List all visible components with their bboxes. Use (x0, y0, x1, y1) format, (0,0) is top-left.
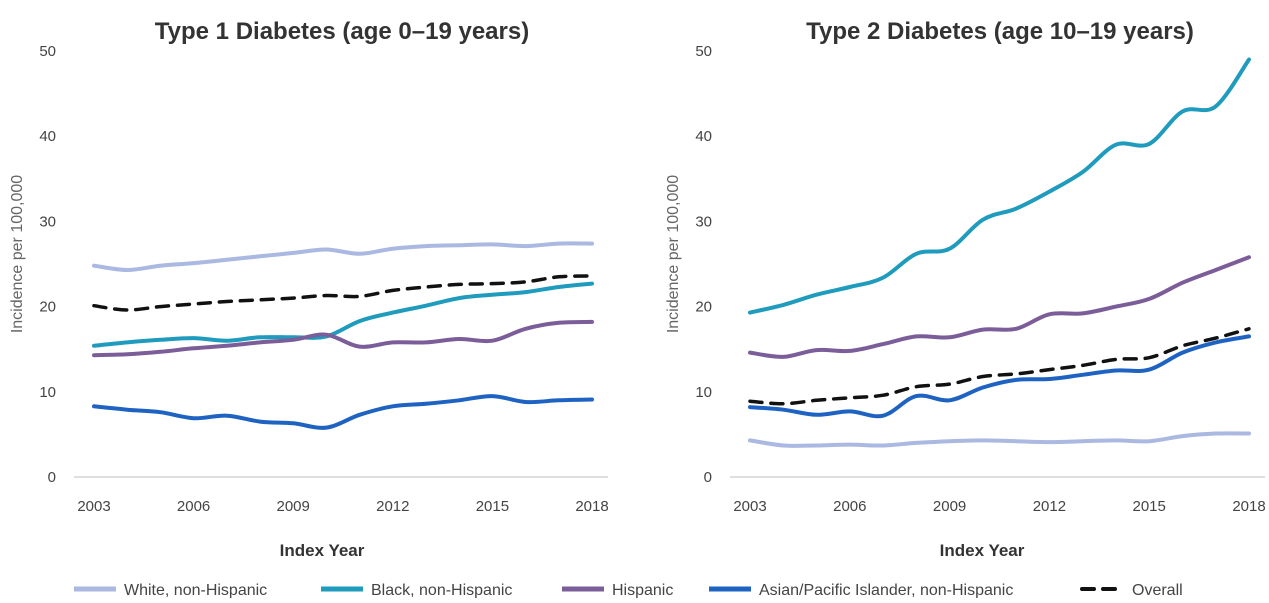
y-tick-label: 10 (39, 384, 56, 401)
series-line-asian-pacific-islander-non-hispanic (92, 394, 594, 430)
type1-chart-panel: Type 1 Diabetes (age 0–19 years) 0 10 20 30 4… (9, 18, 609, 560)
legend-label-hispanic: Hispanic (612, 582, 673, 598)
y-tick-label: 20 (695, 299, 712, 316)
x-tick-label: 2006 (177, 498, 210, 515)
series-line-white-non-hispanic (92, 241, 594, 272)
y-tick-label: 30 (695, 213, 712, 230)
y-tick-label: 10 (695, 384, 712, 401)
series-line-hispanic (748, 255, 1251, 359)
x-tick-label: 2006 (833, 498, 866, 515)
series-line-white-non-hispanic (748, 431, 1251, 448)
chart-title: Type 2 Diabetes (age 10–19 years) (806, 18, 1194, 45)
y-tick-label: 30 (39, 213, 56, 230)
x-tick-label: 2012 (1033, 498, 1066, 515)
type2-chart-panel: Type 2 Diabetes (age 10–19 years) 0 10 20 30… (665, 18, 1266, 560)
x-axis-label: Index Year (940, 541, 1025, 560)
x-tick-label: 2009 (277, 498, 310, 515)
chart-title: Type 1 Diabetes (age 0–19 years) (155, 18, 529, 45)
x-tick-label: 2018 (1232, 498, 1265, 515)
chart-legend: White, non-Hispanic Black, non-Hispanic Hi… (74, 582, 1183, 599)
y-axis-label: Incidence per 100,000 (665, 175, 682, 333)
x-tick-label: 2018 (575, 498, 608, 515)
series-line-hispanic (92, 319, 594, 358)
x-axis-label: Index Year (280, 541, 365, 560)
x-tick-label: 2012 (376, 498, 409, 515)
legend-label-overall: Overall (1132, 582, 1183, 598)
y-tick-label: 40 (39, 128, 56, 145)
y-tick-label: 0 (704, 469, 712, 486)
series-line-overall (92, 274, 594, 312)
x-tick-label: 2003 (733, 498, 766, 515)
x-tick-label: 2015 (1133, 498, 1166, 515)
y-tick-label: 50 (695, 43, 712, 60)
x-tick-label: 2015 (476, 498, 509, 515)
y-tick-label: 20 (39, 299, 56, 316)
legend-label-asian-pacific-islander-non-hispanic: Asian/Pacific Islander, non-Hispanic (759, 582, 1013, 598)
y-tick-label: 40 (695, 128, 712, 145)
series-line-black-non-hispanic (748, 57, 1251, 315)
series-line-overall (748, 327, 1251, 406)
series-line-asian-pacific-islander-non-hispanic (748, 334, 1251, 419)
y-tick-label: 50 (39, 43, 56, 60)
legend-label-white-non-hispanic: White, non-Hispanic (124, 582, 267, 598)
x-tick-label: 2009 (933, 498, 966, 515)
legend-label-black-non-hispanic: Black, non-Hispanic (371, 582, 512, 598)
y-tick-label: 0 (48, 469, 56, 486)
x-tick-label: 2003 (77, 498, 110, 515)
y-axis-label: Incidence per 100,000 (9, 175, 26, 333)
series-line-black-non-hispanic (92, 281, 594, 348)
